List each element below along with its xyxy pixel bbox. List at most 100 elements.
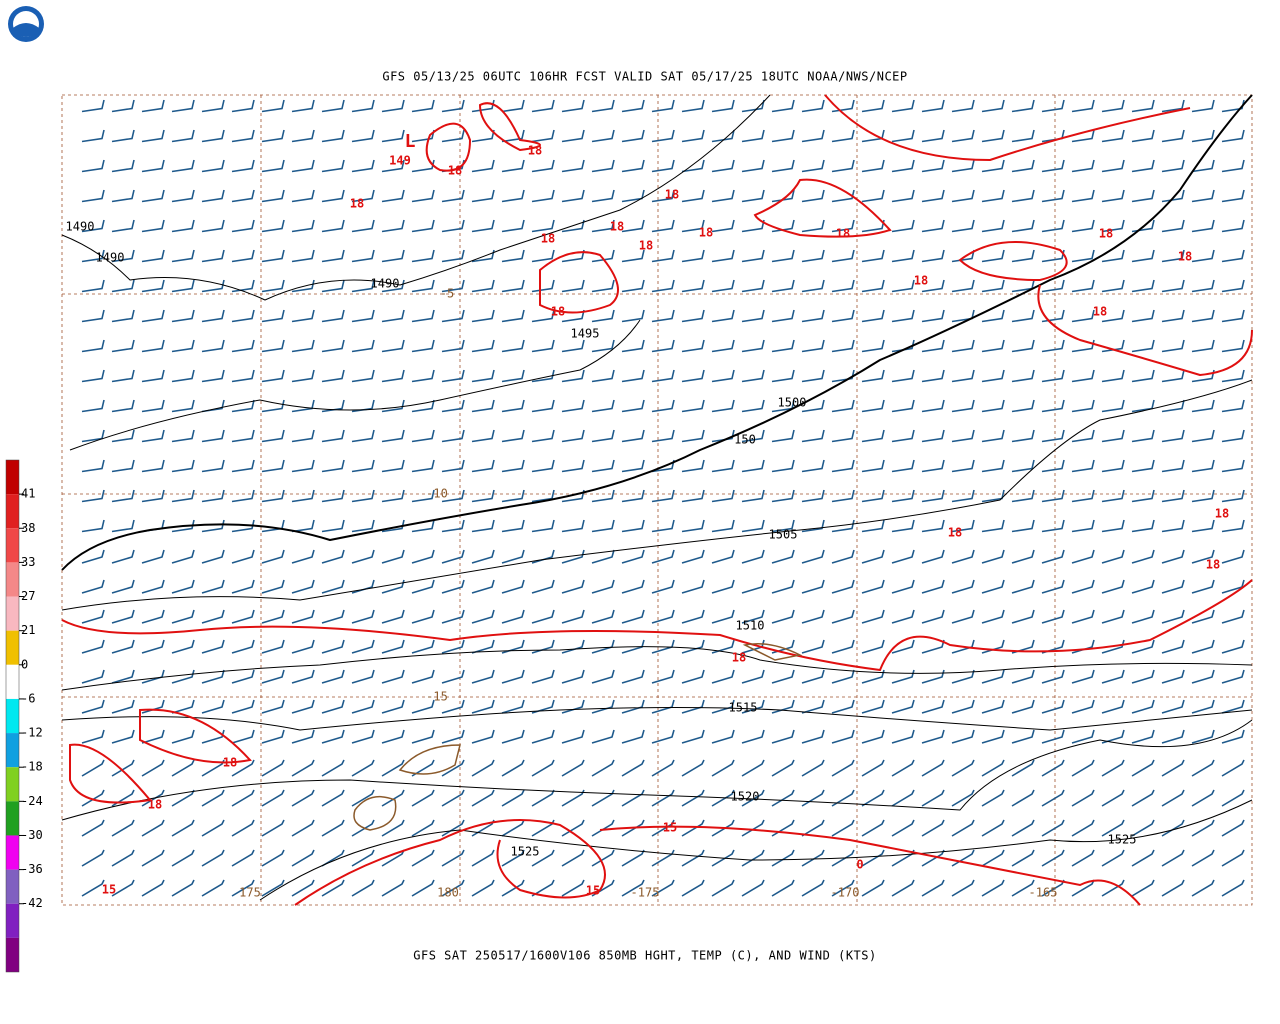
colorbar-segment: [6, 835, 19, 870]
grid-label: -170: [831, 886, 860, 900]
coastlines: [353, 643, 803, 831]
barb-field: [81, 99, 1245, 897]
temperature-label: 18: [948, 526, 962, 540]
grid-label: -165: [1029, 886, 1058, 900]
colorbar-frame: [5, 459, 20, 973]
isotherm: [958, 241, 1068, 282]
colorbar-segment: [6, 596, 19, 631]
map-frame: [61, 94, 1253, 906]
colorbar-label: -24: [21, 794, 43, 808]
temperature-label: 18: [350, 197, 364, 211]
colorbar-label: -42: [21, 896, 43, 910]
temperature-label: 18: [541, 232, 555, 246]
height-label: 1495: [571, 327, 600, 341]
temperature-label: 18: [665, 188, 679, 202]
height-label: 1490: [371, 277, 400, 291]
height-label: 1510: [736, 619, 765, 633]
temperature-label: 15: [586, 884, 600, 898]
height-label: 1525: [511, 845, 540, 859]
temperature-label: 18: [551, 305, 565, 319]
colorbar-label: -6: [21, 691, 35, 705]
temperature-label: 18: [1178, 250, 1192, 264]
height-label: 1520: [731, 790, 760, 804]
temperature-label: 18: [836, 227, 850, 241]
colorbar-segment: [6, 937, 19, 972]
temperature-label: 18: [914, 274, 928, 288]
isotherm: [69, 743, 152, 804]
isotherm: [824, 94, 1191, 162]
temperature-label: 18: [448, 164, 462, 178]
colorbar: 41 38 33 27 21 0 -6 -12 -18 -24 -30 -36 -42: [5, 459, 43, 973]
colorbar-label: 33: [21, 555, 35, 569]
island: [742, 643, 803, 661]
temperature-label: 18: [223, 756, 237, 770]
temperature-label: 18: [732, 651, 746, 665]
temperature-labels: 18 18 18 18 18 18 18 18 18 18 18 18 18 18 18 18 18 18 18 18…: [102, 144, 1229, 898]
colorbar-label: -30: [21, 828, 43, 842]
height-label: 150: [734, 433, 756, 447]
grid-label: -175: [631, 886, 660, 900]
colorbar-segment: [6, 767, 19, 802]
caption: GFS SAT 250517/1600V106 850MB HGHT, TEMP…: [413, 949, 876, 963]
isotherm: [599, 825, 1141, 906]
grid-label: -15: [426, 690, 448, 704]
height-label: 1515: [729, 701, 758, 715]
grid-label: 175: [239, 886, 261, 900]
isotherm: [294, 819, 606, 906]
height-label: 1490: [96, 251, 125, 265]
temperature-contours: [61, 94, 1253, 906]
island: [398, 744, 461, 775]
contour: [61, 94, 771, 301]
isotherm: [1037, 284, 1253, 377]
contour: [259, 799, 1253, 901]
temperature-label: 15: [663, 821, 677, 835]
contour: [69, 319, 641, 451]
colorbar-label: -12: [21, 726, 43, 740]
low-marker: L: [405, 131, 416, 152]
colorbar-label: 21: [21, 623, 35, 637]
contour: [61, 379, 1253, 611]
colorbar-segment: [6, 903, 19, 938]
colorbar-segment: [6, 630, 19, 665]
temperature-label: 18: [1215, 507, 1229, 521]
contour: [61, 646, 1253, 691]
temperature-label: 18: [699, 226, 713, 240]
temperature-label: 18: [610, 220, 624, 234]
temperature-label: 18: [148, 798, 162, 812]
temperature-label: 15: [102, 883, 116, 897]
colorbar-label: 38: [21, 521, 35, 535]
contour: [61, 707, 1253, 731]
height-label: 1525: [1108, 833, 1137, 847]
colorbar-label: 0: [21, 657, 28, 671]
isotherm: [425, 122, 472, 172]
temperature-label: 18: [1099, 227, 1113, 241]
temperature-label: 18: [639, 239, 653, 253]
isotherm: [139, 708, 252, 764]
isotherm: [61, 579, 1253, 672]
colorbar-segment: [6, 733, 19, 768]
isotherm: [478, 102, 541, 152]
colorbar-segment: [6, 460, 19, 495]
colorbar-label: -36: [21, 862, 43, 876]
colorbar-segment: [6, 494, 19, 529]
colorbar-segment: [6, 869, 19, 904]
contour: [61, 719, 1253, 821]
temperature-label: 18: [528, 144, 542, 158]
colorbar-segment: [6, 664, 19, 699]
temperature-label: 18: [1093, 305, 1107, 319]
colorbar-segment: [6, 698, 19, 734]
temperature-label: 0: [856, 858, 863, 872]
noaa-logo-wave: [13, 23, 39, 37]
height-label: 1500: [778, 396, 807, 410]
title: GFS 05/13/25 06UTC 106HR FCST VALID SAT …: [382, 70, 907, 84]
isotherm: [539, 251, 619, 314]
colorbar-label: 41: [21, 487, 35, 501]
height-label: 149: [389, 154, 411, 168]
height-label: 1505: [769, 528, 798, 542]
height-labels: L 149 1490 1490 1490 1495 1500 150 1505 …: [66, 131, 1137, 859]
grid-label: -10: [426, 487, 448, 501]
wind-barbs: [81, 99, 1245, 897]
